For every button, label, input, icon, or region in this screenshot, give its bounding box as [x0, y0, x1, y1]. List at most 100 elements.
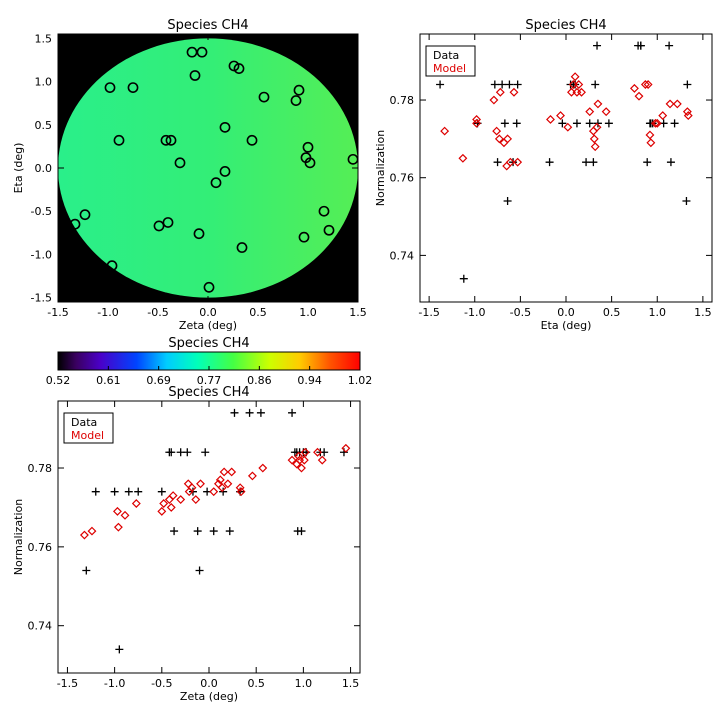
model-point — [495, 87, 505, 97]
model-point — [157, 506, 167, 516]
map-point — [174, 157, 186, 169]
x-tick-label: -1.0 — [97, 306, 118, 319]
data-point — [167, 448, 176, 457]
model-point — [113, 506, 122, 516]
x-tick-label: -1.5 — [418, 306, 439, 319]
model-point — [556, 111, 565, 121]
x-axis-label: Zeta (deg) — [180, 690, 238, 703]
map-point — [196, 46, 208, 58]
model-point — [168, 491, 178, 501]
x-tick-label: 1.0 — [295, 677, 313, 690]
model-point — [505, 157, 515, 167]
chart-title: Species CH4 — [525, 18, 606, 33]
data-point — [500, 119, 509, 128]
data-point — [545, 158, 554, 167]
data-point — [509, 158, 518, 167]
model-point — [120, 510, 130, 520]
data-point — [245, 408, 254, 417]
map-point — [162, 217, 174, 228]
legend-model: Model — [433, 62, 466, 75]
y-tick-label: 0.78 — [28, 462, 53, 475]
y-tick-label: 0.74 — [390, 249, 415, 262]
model-point — [113, 522, 123, 532]
colorbar-tick-label: 0.77 — [197, 374, 222, 387]
model-point — [650, 118, 660, 128]
data-point — [670, 119, 679, 128]
data-point — [195, 566, 204, 575]
map-point — [236, 242, 248, 253]
map-point — [293, 84, 305, 96]
map-point — [258, 91, 270, 103]
model-point — [219, 467, 229, 477]
x-tick-label: -1.0 — [104, 677, 125, 690]
model-point — [585, 107, 595, 117]
data-point — [503, 197, 512, 206]
data-point — [297, 527, 306, 536]
model-point — [458, 153, 468, 163]
model-point — [472, 115, 482, 124]
model-point — [503, 134, 513, 144]
model-point — [682, 107, 692, 117]
data-point — [505, 80, 514, 89]
x-tick-label: -1.0 — [464, 306, 485, 319]
data-point — [91, 487, 100, 496]
data-point — [636, 41, 645, 50]
x-tick-label: -0.5 — [151, 677, 172, 690]
data-point — [230, 408, 239, 417]
x-axis-label: Eta (deg) — [541, 319, 592, 332]
x-tick-label: 0.5 — [249, 306, 267, 319]
colorbar-tick-label: 0.52 — [46, 374, 71, 387]
data-point — [513, 80, 522, 89]
data-point — [459, 274, 468, 283]
model-point — [658, 111, 668, 121]
data-point — [665, 41, 674, 50]
colorbar-tick-label: 1.02 — [348, 374, 373, 387]
data-point — [593, 41, 602, 50]
colorbar-panel: Species CH4 0.52 0.61 0.69 0.77 0.86 0.94 1.02 — [46, 336, 373, 387]
model-point — [227, 467, 237, 477]
model-point — [590, 142, 600, 152]
y-tick-label: 0.0 — [35, 162, 53, 175]
y-tick-label: 1.5 — [35, 32, 53, 45]
model-point — [131, 499, 141, 508]
y-tick-label: 0.5 — [35, 119, 53, 132]
map-point — [290, 95, 302, 106]
model-point — [191, 495, 201, 504]
model-point — [489, 95, 499, 105]
y-tick-label: 0.78 — [390, 94, 415, 107]
model-point — [176, 495, 186, 504]
model-point — [643, 80, 653, 89]
model-point — [492, 126, 502, 136]
x-tick-label: 1.5 — [349, 306, 367, 319]
model-point — [223, 479, 233, 489]
data-point — [512, 119, 521, 128]
map-point — [113, 134, 125, 146]
data-point — [436, 80, 445, 89]
colorbar-tick-label: 0.61 — [96, 374, 121, 387]
model-point — [509, 87, 519, 97]
map-point — [318, 205, 330, 217]
model-point — [513, 157, 523, 167]
x-tick-label: 1.0 — [649, 306, 667, 319]
model-point — [215, 475, 225, 485]
x-tick-label: 0.0 — [199, 306, 217, 319]
x-tick-label: 0.5 — [603, 306, 621, 319]
y-tick-label: 0.74 — [28, 620, 53, 633]
plot-area — [420, 34, 712, 302]
map-point — [160, 134, 172, 146]
map-point — [233, 63, 245, 74]
model-point — [297, 463, 306, 473]
model-point — [258, 463, 268, 473]
model-point — [563, 122, 573, 132]
model-point — [577, 87, 586, 97]
map-panel: Species CH4 -1.5 -1.0 -0.5 0.0 0.5 1.0 1.5 -1.5 -… — [12, 18, 367, 332]
x-tick-label: 1.0 — [299, 306, 317, 319]
map-disk — [58, 38, 358, 298]
map-point — [302, 141, 314, 153]
model-point — [196, 479, 205, 489]
data-point — [170, 527, 179, 536]
x-tick-label: 0.0 — [557, 306, 575, 319]
model-point — [341, 443, 351, 453]
